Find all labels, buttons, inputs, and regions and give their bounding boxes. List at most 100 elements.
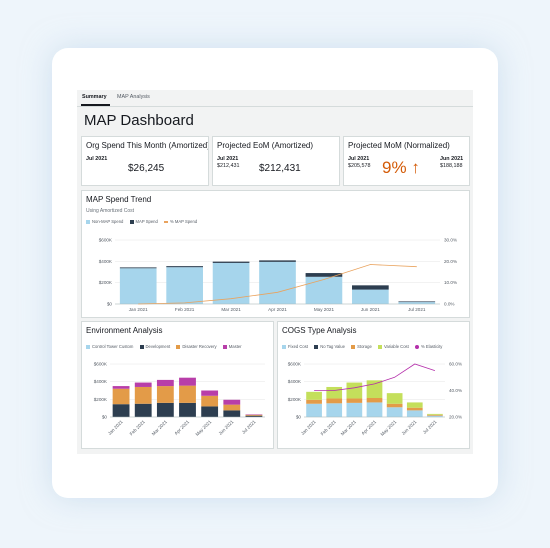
- x-tick-label: Apr 2021: [360, 419, 377, 436]
- cogs-type-analysis-panel[interactable]: COGS Type Analysis Fixed Cost No Tag Val…: [277, 321, 470, 449]
- bar-segment: [366, 398, 383, 403]
- chart-legend: Non-MAP Spend MAP Spend % MAP Spend: [86, 219, 202, 224]
- y2-tick-label: 20.0%: [444, 259, 457, 264]
- y-tick-label: $400K: [99, 259, 113, 264]
- bar-segment: [119, 267, 157, 269]
- bar-segment: [223, 399, 241, 405]
- bar-segment: [112, 388, 130, 405]
- legend-swatch: [282, 344, 286, 349]
- bar-segment: [306, 391, 322, 400]
- bar-segment: [112, 386, 130, 389]
- bar-segment: [398, 301, 436, 303]
- legend-swatch: [377, 344, 382, 349]
- bar-segment: [166, 266, 203, 268]
- bar-segment: [306, 399, 322, 404]
- bar-segment: [156, 402, 174, 417]
- kpi-title: Projected MoM (Normalized): [348, 141, 450, 150]
- legend-swatch: [351, 344, 356, 349]
- bar-segment: [305, 273, 343, 277]
- y-tick-label: $200K: [94, 397, 108, 402]
- chart-subtitle: Using Amortized Cost: [86, 208, 135, 214]
- kpi-value: $26,245: [128, 163, 165, 174]
- map-spend-trend-chart: $0 $200K $400K $600K 0.0% 10.0% 20.0% 30.0% Jan …: [99, 238, 457, 313]
- bar-segment: [201, 390, 219, 396]
- x-tick-label: Jun 2021: [218, 419, 235, 436]
- kpi-title: Projected EoM (Amortized): [217, 141, 314, 150]
- legend-label: Development: [145, 344, 171, 349]
- legend-label: Master: [228, 344, 242, 349]
- bar-segment: [427, 414, 443, 416]
- x-tick-label: Mar 2021: [221, 307, 241, 312]
- chart-legend: Control Tower Custom Development Disaste…: [86, 344, 247, 349]
- legend-swatch: [163, 220, 168, 223]
- bar-segment: [306, 403, 322, 417]
- bar-segment: [179, 385, 196, 403]
- arrow-up-icon: ↑: [411, 158, 420, 177]
- x-tick-label: May 2021: [314, 307, 335, 312]
- legend-label: No Tag Value: [320, 344, 345, 349]
- legend-swatch: [222, 344, 227, 349]
- kpi-period: Jul 2021: [86, 156, 108, 162]
- legend-swatch: [139, 344, 144, 349]
- bar-segment: [427, 413, 443, 415]
- x-tick-label: Jan 2021: [129, 307, 148, 312]
- tab-summary[interactable]: Summary: [82, 94, 107, 100]
- y2-tick-label: 0.0%: [444, 302, 454, 307]
- tab-map-analysis[interactable]: MAP Analysis: [117, 94, 150, 100]
- kpi-projected-eom[interactable]: Projected EoM (Amortized) Jul 2021 $212,…: [212, 136, 340, 186]
- bar-segment: [386, 393, 403, 404]
- bar-segment: [201, 406, 219, 417]
- bar-segment: [179, 377, 196, 386]
- legend-swatch: [314, 344, 319, 349]
- bar-segment: [386, 407, 403, 417]
- legend-label: % Elasticity: [420, 344, 443, 349]
- bar-segment: [352, 285, 389, 290]
- bar-segment: [179, 402, 196, 417]
- y-tick-label: $400K: [94, 379, 108, 384]
- kpi-projected-mom[interactable]: Projected MoM (Normalized) Jul 2021 $205…: [343, 136, 470, 186]
- map-spend-trend-panel[interactable]: MAP Spend Trend Using Amortized Cost Non…: [81, 190, 470, 318]
- kpi-prev-value: $212,431: [217, 163, 240, 169]
- x-tick-label: Jul 2021: [241, 419, 257, 435]
- bar-segment: [259, 260, 296, 262]
- y-tick-label: $0: [296, 415, 302, 420]
- x-tick-label: Apr 2021: [268, 307, 287, 312]
- chart-title: MAP Spend Trend: [86, 195, 152, 204]
- x-tick-label: Jul 2021: [422, 419, 438, 435]
- x-tick-label: Feb 2021: [129, 419, 147, 437]
- bar-segment: [352, 289, 389, 304]
- kpi-value: $212,431: [259, 163, 301, 174]
- bar-segment: [134, 386, 152, 404]
- bar-segment: [406, 410, 423, 417]
- series-line: [138, 264, 417, 305]
- kpi-org-spend[interactable]: Org Spend This Month (Amortized) Jul 202…: [81, 136, 209, 186]
- x-tick-label: Feb 2021: [175, 307, 195, 312]
- y-tick-label: $200K: [99, 280, 113, 285]
- y-tick-label: $600K: [99, 238, 113, 243]
- legend-label: Variable Cost: [383, 344, 409, 349]
- bar-segment: [398, 302, 436, 304]
- bar-segment: [406, 402, 423, 408]
- kpi-left-period: Jul 2021: [348, 156, 370, 162]
- bar-segment: [119, 268, 157, 304]
- legend-swatch: [176, 344, 181, 349]
- bar-segment: [366, 380, 383, 399]
- x-tick-label: Jun 2021: [401, 419, 418, 436]
- y-tick-label: $600K: [288, 362, 302, 367]
- legend-swatch: [86, 344, 90, 349]
- legend-label: Control Tower Custom: [92, 344, 134, 349]
- bar-segment: [223, 404, 241, 411]
- bar-segment: [156, 379, 174, 387]
- bar-segment: [326, 398, 343, 404]
- legend-label: Non-MAP Spend: [92, 219, 124, 224]
- active-tab-indicator: [81, 104, 110, 106]
- environment-analysis-panel[interactable]: Environment Analysis Control Tower Custo…: [81, 321, 274, 449]
- chart-title: Environment Analysis: [86, 326, 163, 335]
- y2-tick-label: 60.0%: [449, 362, 462, 367]
- kpi-percent: 9% ↑: [382, 158, 420, 178]
- bar-segment: [245, 415, 263, 417]
- x-tick-label: May 2021: [380, 419, 398, 437]
- page-title: MAP Dashboard: [84, 112, 194, 129]
- bar-segment: [346, 382, 363, 399]
- cogs-type-analysis-chart: $0 $200K $400K $600K 20.0% 40.0% 60.0% Jan 2021…: [288, 362, 462, 437]
